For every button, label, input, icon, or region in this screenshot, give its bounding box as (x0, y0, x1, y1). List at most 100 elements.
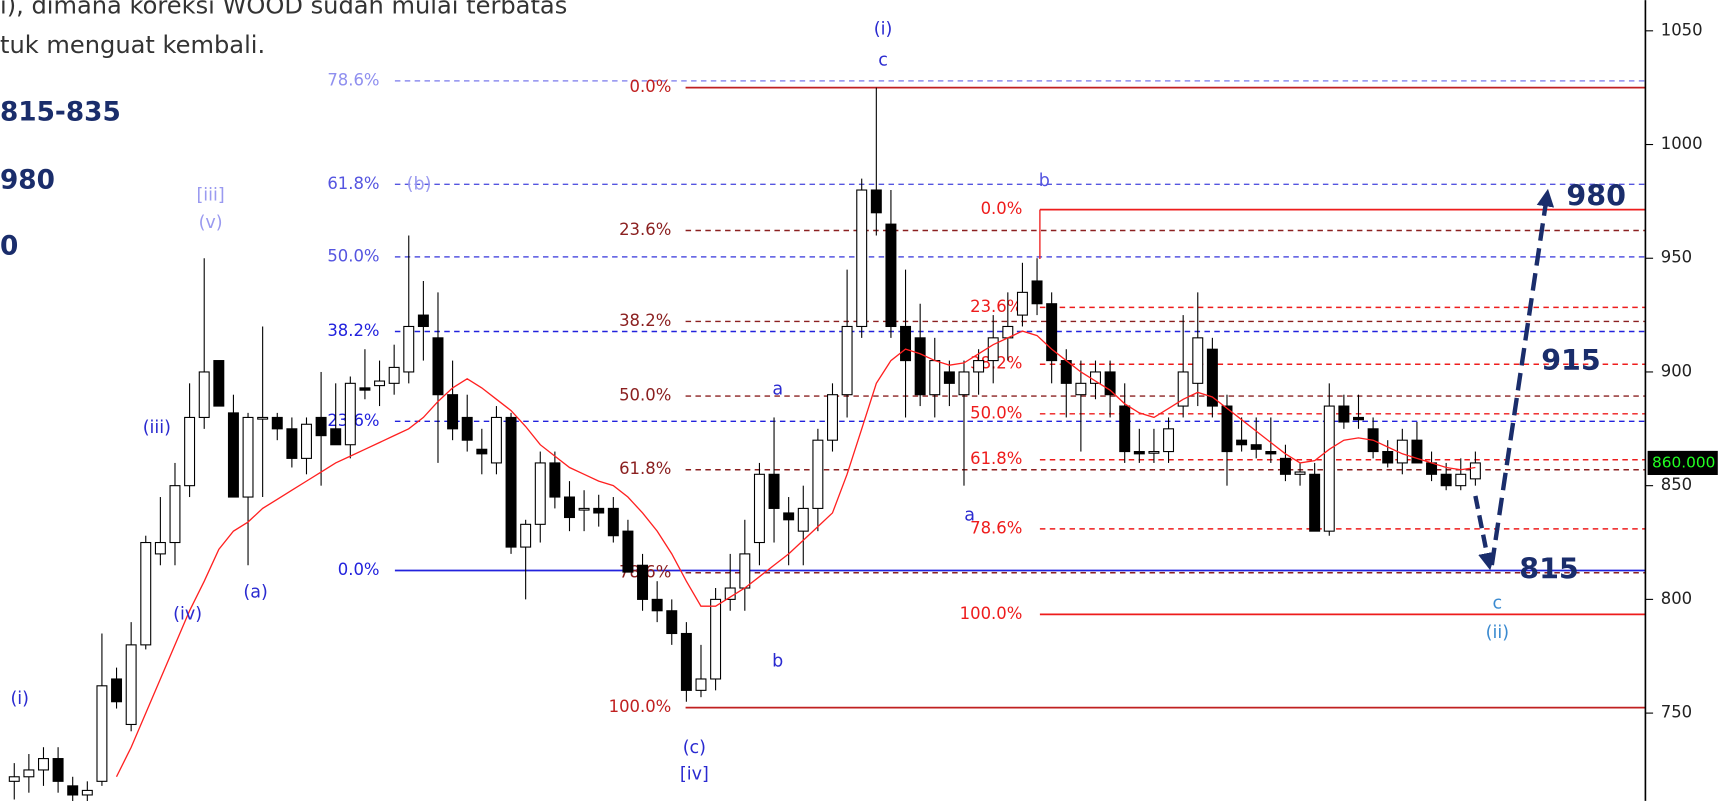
y-tick-label: 1000 (1661, 134, 1703, 153)
candle-body (1133, 451, 1145, 455)
candle-body (154, 541, 166, 555)
candle-body (1148, 451, 1160, 454)
candle-body (330, 428, 342, 446)
last-price-tag (1647, 450, 1718, 475)
candle-body (67, 785, 79, 796)
candle-body (300, 423, 312, 459)
candle-body (1323, 405, 1335, 532)
candle-body (812, 439, 824, 509)
up-arrow (1489, 188, 1555, 566)
candle-body (1075, 382, 1087, 396)
y-tick-label: 800 (1661, 589, 1692, 608)
fib-label: 0.0% (630, 77, 672, 96)
fib-label: 23.6% (619, 220, 671, 239)
y-tick-label: 1050 (1661, 20, 1703, 39)
candle-body (637, 564, 649, 600)
candle-body (1250, 444, 1262, 450)
wave-label: (c) (683, 738, 706, 758)
candle-body (242, 416, 254, 498)
candle-body (607, 507, 619, 537)
wave-label: b (1039, 171, 1050, 191)
candle-body (37, 758, 49, 771)
fib-label: 50.0% (327, 246, 379, 265)
candle-body (403, 325, 415, 373)
candle-body (534, 462, 546, 525)
fib-label: 0.0% (981, 199, 1023, 218)
candle-body (768, 473, 780, 509)
wave-label: c (1492, 593, 1502, 613)
candle-body (1309, 473, 1321, 532)
fib-levels: 78.6% 61.8% 50.0% 38.2% 23.6% 0.0% 0.0% 23.6% 38… (327, 70, 1646, 716)
candle-body (198, 371, 210, 418)
candle-body (710, 598, 722, 680)
wave-label: (i) (10, 689, 29, 709)
wave-label: [iv] (680, 765, 709, 785)
candle-body (651, 598, 663, 612)
candle-body (1279, 457, 1291, 475)
candle-body (870, 189, 882, 214)
candle-body (929, 360, 941, 396)
note-text: 980 (0, 166, 55, 196)
wave-label: c (878, 50, 888, 70)
candle-body (1192, 337, 1204, 384)
candle-body (81, 789, 93, 796)
candle-body (1440, 473, 1452, 487)
candle-body (841, 325, 853, 396)
wave-label: (ii) (1486, 623, 1509, 643)
candle-body (900, 325, 912, 362)
candle-body (461, 416, 473, 441)
y-tick-label: 750 (1661, 703, 1692, 722)
ma-line (115, 330, 1476, 778)
candle-body (1411, 439, 1423, 464)
candle-body (111, 678, 123, 703)
fib-label: 50.0% (970, 403, 1022, 422)
candle-body (578, 507, 590, 511)
wave-label: a (964, 506, 975, 526)
candle-body (1353, 416, 1364, 421)
candle-body (987, 337, 999, 362)
candle-body (96, 685, 108, 782)
wave-label: (iv) (173, 604, 202, 624)
candle-body (622, 530, 634, 573)
candle-body (432, 337, 444, 396)
candle-body (1338, 405, 1350, 423)
candle-body (1206, 348, 1218, 407)
candle-body (973, 360, 985, 373)
candle-body (213, 360, 225, 407)
candle-body (1221, 405, 1233, 453)
candle-body (1382, 451, 1394, 464)
candle-body (125, 644, 137, 726)
candle-body (827, 394, 838, 441)
down-arrow (1473, 495, 1496, 571)
fib-label: 61.8% (970, 449, 1022, 468)
target-label: 915 (1541, 344, 1601, 377)
candle-body (227, 412, 239, 498)
fib-label: 0.0% (338, 560, 380, 579)
note-text: 0 (0, 231, 18, 261)
candle-body (564, 496, 575, 519)
candle-body (374, 380, 386, 387)
candle-body (593, 507, 605, 514)
candle-body (1236, 439, 1248, 446)
candle-body (958, 371, 970, 396)
note-text: i), dimana koreksi WOOD sudah mulai terb… (0, 0, 567, 20)
candle-body (1119, 405, 1131, 453)
candle-body (344, 382, 356, 446)
candle-body (447, 394, 459, 430)
candle-body (476, 448, 488, 455)
candle-body (1046, 303, 1058, 362)
candle-body (739, 553, 751, 589)
candle-body (943, 371, 955, 384)
candle-body (1163, 428, 1175, 453)
candle-body (549, 462, 561, 498)
candles (8, 87, 1481, 801)
wave-label: a (772, 380, 783, 400)
candle-body (52, 758, 64, 782)
fib-label: 50.0% (619, 386, 671, 405)
fib-label: 78.6% (327, 70, 379, 89)
candle-body (359, 387, 371, 391)
candle-body (8, 776, 20, 782)
candle-body (505, 416, 517, 548)
